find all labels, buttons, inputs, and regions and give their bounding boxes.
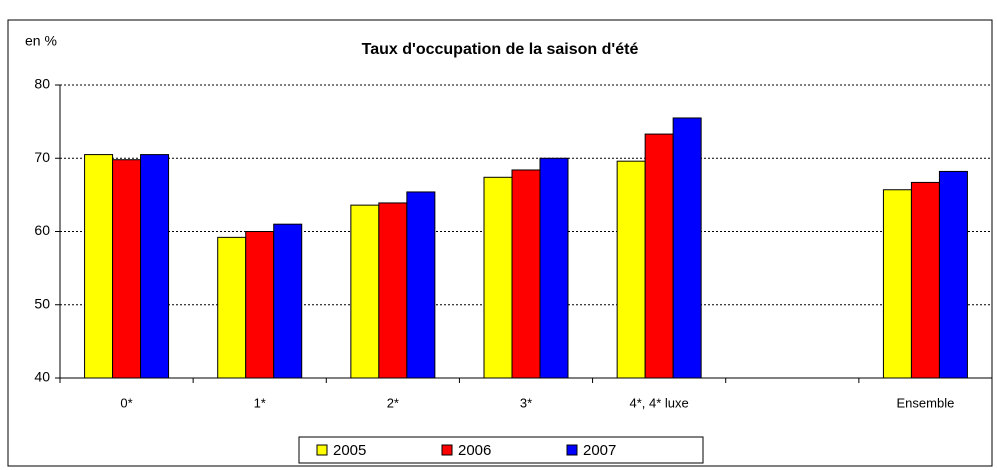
bar bbox=[245, 231, 275, 379]
bar bbox=[112, 159, 142, 379]
x-tick-label: 1* bbox=[254, 395, 266, 410]
bar bbox=[616, 160, 646, 379]
legend-label: 2007 bbox=[583, 442, 616, 459]
x-tick-label: 3* bbox=[520, 395, 532, 410]
bar bbox=[910, 181, 940, 379]
legend-label: 2006 bbox=[458, 442, 491, 459]
bar bbox=[938, 170, 968, 379]
y-tick-label: 70 bbox=[34, 149, 50, 165]
bar bbox=[882, 189, 912, 379]
bar bbox=[539, 157, 569, 379]
bar bbox=[84, 154, 114, 379]
y-tick-label: 40 bbox=[34, 369, 50, 385]
legend-label: 2005 bbox=[333, 442, 366, 459]
x-tick-label: Ensemble bbox=[897, 395, 955, 410]
bar bbox=[217, 236, 247, 379]
legend-box bbox=[298, 436, 704, 464]
bar bbox=[273, 223, 303, 379]
legend-swatch bbox=[441, 444, 453, 456]
y-tick-label: 60 bbox=[34, 222, 50, 238]
y-tick-label: 50 bbox=[34, 295, 50, 311]
legend-swatch bbox=[316, 444, 328, 456]
x-tick-label: 4*, 4* luxe bbox=[630, 395, 689, 410]
bar bbox=[672, 117, 702, 379]
bar bbox=[483, 176, 513, 379]
bar bbox=[406, 191, 436, 379]
y-axis-label: en % bbox=[25, 33, 57, 49]
chart-title: Taux d'occupation de la saison d'été bbox=[362, 41, 639, 58]
bar bbox=[511, 169, 541, 379]
bar bbox=[378, 202, 408, 379]
y-tick-label: 80 bbox=[34, 76, 50, 92]
x-tick-label: 2* bbox=[387, 395, 399, 410]
bar bbox=[644, 133, 674, 379]
bar bbox=[140, 154, 170, 379]
x-tick-label: 0* bbox=[120, 395, 132, 410]
legend-swatch bbox=[566, 444, 578, 456]
bar bbox=[350, 204, 380, 379]
